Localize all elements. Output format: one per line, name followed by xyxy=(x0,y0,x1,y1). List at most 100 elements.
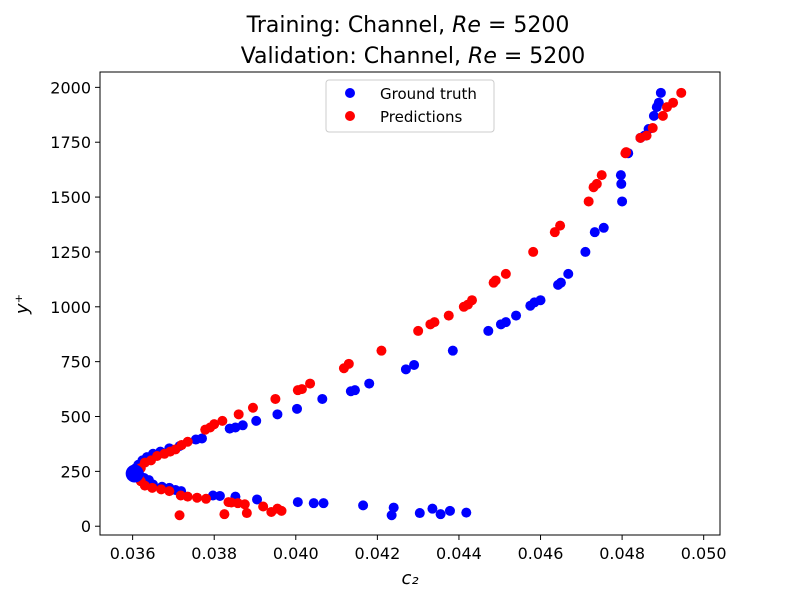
prediction-point xyxy=(219,509,230,520)
prediction-point xyxy=(621,147,632,158)
ground-truth-point xyxy=(388,502,399,513)
prediction-point xyxy=(500,268,511,279)
ground-truth-point xyxy=(349,385,360,396)
chart-title-line1: Training: Channel, Re = 5200 xyxy=(246,13,570,38)
x-axis-label: c₂ xyxy=(401,568,418,589)
ground-truth-point xyxy=(318,498,329,509)
ground-truth-point xyxy=(563,268,574,279)
legend: Ground truth Predictions xyxy=(325,79,495,133)
x-tick-label: 0.048 xyxy=(599,544,645,563)
x-tick-label: 0.040 xyxy=(273,544,319,563)
prediction-point xyxy=(223,497,234,508)
y-tick-label: 1500 xyxy=(50,188,91,207)
legend-marker-predictions xyxy=(345,111,355,121)
prediction-point xyxy=(596,170,607,181)
prediction-point xyxy=(467,295,477,306)
prediction-point xyxy=(201,493,212,504)
plot-area xyxy=(99,71,721,536)
ground-truth-point xyxy=(317,393,328,404)
ground-truth-point xyxy=(555,277,566,288)
x-tick-label: 0.036 xyxy=(110,544,156,563)
y-tick-label: 500 xyxy=(60,408,91,427)
ground-truth-point xyxy=(648,110,659,121)
prediction-point xyxy=(443,310,454,321)
x-tick-label: 0.050 xyxy=(681,544,727,563)
ground-truth-point xyxy=(444,505,455,516)
ground-truth-point xyxy=(409,359,420,370)
prediction-point xyxy=(555,220,566,231)
prediction-point xyxy=(209,419,220,430)
ground-truth-point xyxy=(598,222,609,233)
ground-truth-point xyxy=(237,420,248,431)
prediction-point xyxy=(343,358,354,369)
ground-truth-point xyxy=(414,508,425,519)
prediction-point xyxy=(258,501,269,512)
prediction-point xyxy=(591,178,602,189)
prediction-point xyxy=(270,393,281,404)
ground-truth-point xyxy=(447,345,458,356)
x-tick-label: 0.042 xyxy=(354,544,400,563)
prediction-point xyxy=(668,97,679,108)
ground-truth-point xyxy=(386,510,397,521)
ground-truth-point xyxy=(617,196,628,207)
prediction-point xyxy=(413,325,424,336)
prediction-point xyxy=(676,87,687,98)
x-axis: 0.036 0.038 0.040 0.042 0.044 0.046 0.048 0.050 xyxy=(110,535,727,563)
ground-truth-point xyxy=(653,97,664,108)
ground-truth-point xyxy=(292,497,303,508)
prediction-point xyxy=(233,409,244,420)
ground-truth-point xyxy=(364,378,375,389)
ground-truth-point xyxy=(535,295,546,306)
ground-truth-point xyxy=(358,500,369,511)
ground-truth-point xyxy=(616,178,627,189)
legend-marker-ground-truth xyxy=(345,88,355,98)
y-axis-label: y⁺ xyxy=(12,294,33,315)
ground-truth-point xyxy=(615,170,626,181)
ground-truth-point xyxy=(655,87,666,98)
prediction-point xyxy=(657,110,668,121)
series-predictions xyxy=(132,87,687,521)
x-tick-label: 0.044 xyxy=(436,544,482,563)
x-tick-label: 0.038 xyxy=(191,544,237,563)
ground-truth-point xyxy=(400,364,411,375)
prediction-point xyxy=(583,196,594,207)
prediction-point xyxy=(247,402,258,413)
y-tick-label: 1750 xyxy=(50,133,91,152)
chart-title-line2: Validation: Channel, Re = 5200 xyxy=(241,44,586,69)
y-tick-label: 0 xyxy=(81,517,91,536)
ground-truth-point xyxy=(196,433,207,444)
y-tick-label: 250 xyxy=(60,462,91,481)
prediction-point xyxy=(174,510,185,521)
x-tick-label: 0.046 xyxy=(518,544,564,563)
prediction-point xyxy=(376,345,387,356)
prediction-point xyxy=(296,384,307,395)
legend-label-ground-truth: Ground truth xyxy=(380,85,477,103)
ground-truth-point xyxy=(435,509,446,520)
ground-truth-point xyxy=(580,246,591,257)
ground-truth-point xyxy=(511,310,522,321)
prediction-point xyxy=(429,317,440,328)
prediction-point xyxy=(490,275,501,286)
y-tick-label: 750 xyxy=(60,353,91,372)
y-tick-label: 1250 xyxy=(50,243,91,262)
ground-truth-point xyxy=(461,507,472,518)
y-axis: 0 250 500 750 1000 1250 1500 1750 2000 xyxy=(50,78,100,536)
prediction-point xyxy=(164,486,175,497)
prediction-point xyxy=(217,415,228,426)
legend-label-predictions: Predictions xyxy=(380,108,463,126)
ground-truth-point xyxy=(292,403,303,414)
y-tick-label: 1000 xyxy=(50,298,91,317)
prediction-point xyxy=(272,503,283,514)
ground-truth-point xyxy=(589,227,600,238)
ground-truth-point xyxy=(500,317,511,328)
prediction-point xyxy=(182,436,193,447)
prediction-point xyxy=(305,378,316,389)
prediction-point xyxy=(641,130,652,141)
legend-box xyxy=(325,79,495,133)
ground-truth-cluster-point xyxy=(125,464,144,483)
prediction-point xyxy=(192,492,203,503)
emphasized-point xyxy=(125,464,144,483)
y-tick-label: 2000 xyxy=(50,78,91,97)
ground-truth-point xyxy=(427,503,438,514)
